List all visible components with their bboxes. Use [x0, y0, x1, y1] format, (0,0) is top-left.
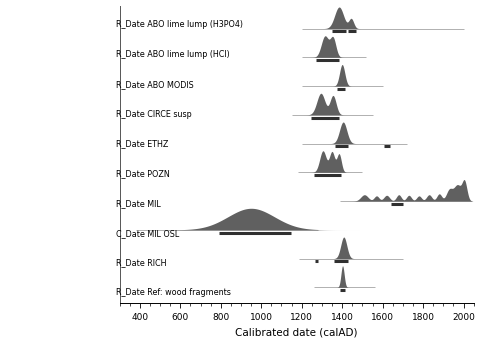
Text: R_Date ABO lime lump (H3PO4): R_Date ABO lime lump (H3PO4) [116, 20, 243, 29]
Text: R_Date ABO MODIS: R_Date ABO MODIS [116, 80, 194, 89]
Text: R_Date ABO lime lump (HCl): R_Date ABO lime lump (HCl) [116, 50, 230, 59]
X-axis label: Calibrated date (calAD): Calibrated date (calAD) [235, 328, 358, 338]
Text: R_Date RICH: R_Date RICH [116, 259, 167, 268]
Text: R_Date Ref: wood fragments: R_Date Ref: wood fragments [116, 288, 231, 297]
Text: C_Date MIL OSL: C_Date MIL OSL [116, 229, 180, 238]
Text: R_Date MIL: R_Date MIL [116, 199, 161, 208]
Text: R_Date POZN: R_Date POZN [116, 169, 170, 178]
Text: R_Date CIRCE susp: R_Date CIRCE susp [116, 110, 192, 119]
Text: R_Date ETHZ: R_Date ETHZ [116, 140, 168, 149]
